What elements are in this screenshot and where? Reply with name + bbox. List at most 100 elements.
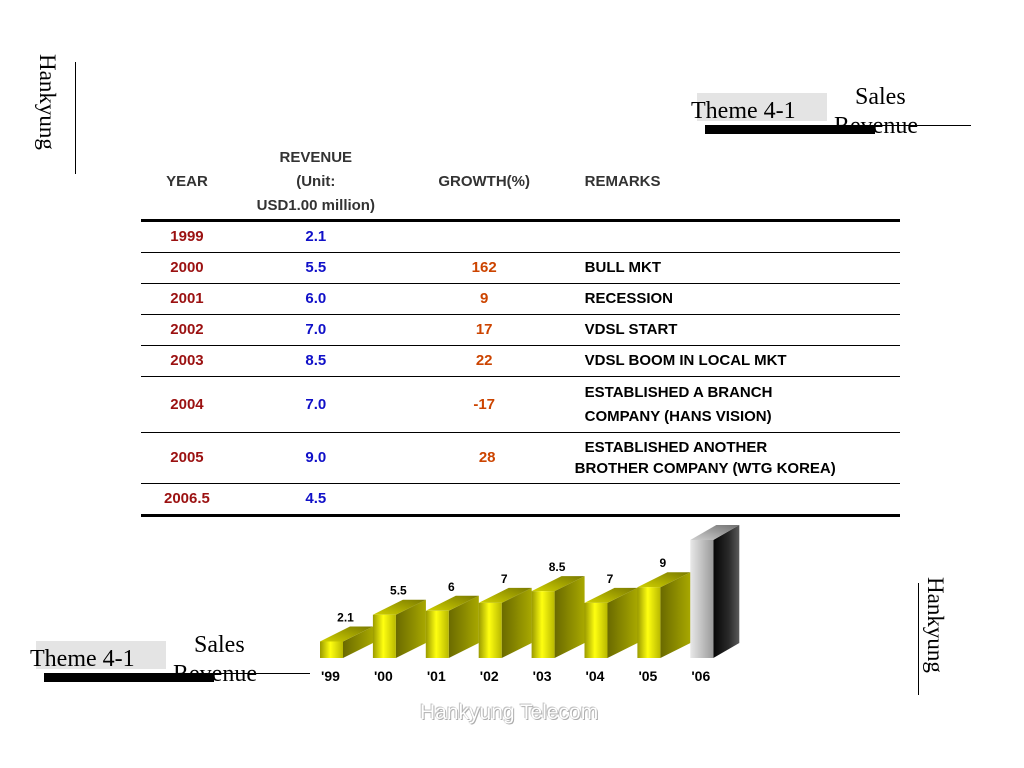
theme-heading-top: Theme 4-1 Sales Revenue bbox=[691, 84, 982, 153]
table-body: 1999 2.1 2000 5.5 162 BULL MKT 2001 6.0 9 RECESSI… bbox=[141, 221, 900, 516]
bar-side bbox=[607, 587, 638, 658]
bar-side bbox=[343, 626, 373, 658]
cell-revenue: 5.5 bbox=[305, 259, 327, 276]
bar bbox=[425, 610, 449, 658]
cell-growth: 17 bbox=[475, 321, 493, 338]
x-tick-label: '06 bbox=[691, 668, 710, 684]
cell-remarks: ESTABLISHED ANOTHER BROTHER COMPANY (WTG … bbox=[570, 433, 900, 484]
cell-remarks bbox=[570, 484, 900, 516]
bar bbox=[637, 587, 661, 658]
cell-growth: 28 bbox=[478, 449, 496, 466]
cell-growth bbox=[399, 221, 570, 253]
bar-value-label: 2.1 bbox=[337, 610, 354, 624]
brand-logo-left: Hankyung bbox=[35, 54, 60, 150]
remark-line: BULL MKT bbox=[584, 259, 662, 276]
bar-value-label: 8.5 bbox=[549, 560, 566, 574]
remark-line: ESTABLISHED ANOTHER bbox=[584, 439, 768, 456]
bar-top bbox=[478, 587, 532, 603]
bar-value-label: 7 bbox=[607, 572, 614, 586]
cell-revenue: 2.1 bbox=[305, 228, 327, 245]
cell-revenue: 7.0 bbox=[305, 395, 327, 413]
cell-growth: 162 bbox=[471, 259, 497, 276]
remark-line: RECESSION bbox=[584, 290, 674, 307]
cell-year: 1999 bbox=[170, 228, 204, 245]
bar-top bbox=[425, 595, 479, 611]
table-row: 2002 7.0 17 VDSL START bbox=[141, 315, 900, 346]
cell-remarks bbox=[570, 221, 900, 253]
cell-remarks: BULL MKT bbox=[570, 253, 900, 284]
theme-label: Theme 4-1 bbox=[30, 646, 135, 672]
bar-top bbox=[372, 599, 426, 615]
x-tick-label: '05 bbox=[638, 668, 657, 684]
bar-value-label: 9 bbox=[660, 556, 667, 570]
theme-subtitle-line2: Revenue bbox=[173, 661, 257, 687]
theme-subtitle-line1: Sales bbox=[855, 84, 906, 110]
table-row: 2006.5 4.5 bbox=[141, 484, 900, 516]
table-row: 2005 9.0 28 ESTABLISHED ANOTHER BROTHER COMP… bbox=[141, 433, 900, 484]
bar-side bbox=[554, 576, 585, 658]
cell-year: 2000 bbox=[170, 259, 204, 276]
bar bbox=[320, 641, 343, 658]
header-revenue: REVENUE (Unit: USD1.00 million) bbox=[233, 144, 399, 221]
x-tick-label: '02 bbox=[480, 668, 499, 684]
cell-growth: 22 bbox=[475, 352, 493, 369]
bar-side bbox=[660, 572, 691, 658]
cell-revenue: 8.5 bbox=[305, 352, 327, 369]
header-revenue-line: (Unit: bbox=[296, 172, 336, 190]
header-revenue-line: USD1.00 million) bbox=[256, 196, 375, 214]
table-row: 1999 2.1 bbox=[141, 221, 900, 253]
x-tick-label: '01 bbox=[427, 668, 446, 684]
bar bbox=[372, 614, 396, 658]
theme-label: Theme 4-1 bbox=[691, 98, 796, 124]
brand-divider-right bbox=[918, 583, 919, 695]
header-year: YEAR bbox=[166, 172, 208, 190]
bar-side bbox=[395, 599, 426, 658]
x-tick-label: '03 bbox=[533, 668, 552, 684]
bar-top bbox=[584, 587, 638, 603]
remark-line: BROTHER COMPANY (WTG KOREA) bbox=[574, 460, 836, 477]
cell-remarks: VDSL BOOM IN LOCAL MKT bbox=[570, 346, 900, 377]
bar-top bbox=[531, 576, 585, 592]
theme-subtitle-line2: Revenue bbox=[834, 113, 918, 139]
cell-year: 2005 bbox=[170, 449, 204, 466]
revenue-table: YEAR REVENUE (Unit: USD1.00 million) GRO… bbox=[141, 144, 900, 517]
bar bbox=[531, 591, 555, 658]
brand-divider-left bbox=[75, 62, 76, 174]
cell-growth bbox=[399, 484, 570, 516]
cell-revenue: 7.0 bbox=[305, 321, 327, 338]
cell-year: 2006.5 bbox=[164, 490, 210, 507]
bar-top bbox=[690, 525, 740, 540]
remark-line: COMPANY (HANS VISION) bbox=[584, 407, 772, 425]
x-tick-label: '00 bbox=[374, 668, 393, 684]
cell-revenue: 6.0 bbox=[305, 290, 327, 307]
cell-year: 2004 bbox=[170, 395, 204, 413]
bar-top bbox=[320, 626, 373, 642]
bar-side bbox=[713, 525, 740, 658]
table-row: 2001 6.0 9 RECESSION bbox=[141, 284, 900, 315]
header-revenue-line: REVENUE bbox=[279, 148, 353, 166]
cell-year: 2002 bbox=[170, 321, 204, 338]
table-row: 2000 5.5 162 BULL MKT bbox=[141, 253, 900, 284]
bar-value-label: 7 bbox=[501, 572, 508, 586]
cell-growth: -17 bbox=[473, 395, 496, 413]
bar bbox=[584, 602, 608, 658]
bar-side bbox=[501, 587, 532, 658]
theme-underline-bar bbox=[44, 673, 214, 682]
x-tick-label: '99 bbox=[321, 668, 340, 684]
footer-company-name: Hankyung Telecom bbox=[420, 701, 599, 724]
cell-revenue: 4.5 bbox=[305, 490, 327, 507]
theme-underline-rule bbox=[827, 125, 971, 126]
bar bbox=[690, 540, 714, 658]
cell-growth: 9 bbox=[480, 290, 489, 307]
header-remarks: REMARKS bbox=[584, 172, 661, 190]
bar-top bbox=[637, 572, 691, 588]
cell-remarks: ESTABLISHED A BRANCH COMPANY (HANS VISION… bbox=[570, 377, 900, 433]
bar-value-label: 5.5 bbox=[390, 584, 407, 598]
cell-year: 2001 bbox=[170, 290, 204, 307]
revenue-bar-chart: 2.1'995.5'006'017'028.5'037'049'0515'06 bbox=[320, 525, 740, 684]
cell-revenue: 9.0 bbox=[305, 449, 327, 466]
cell-remarks: RECESSION bbox=[570, 284, 900, 315]
theme-subtitle-line1: Sales bbox=[194, 632, 245, 658]
brand-logo-right: Hankyung bbox=[923, 577, 948, 673]
bar-value-label: 6 bbox=[448, 580, 455, 594]
